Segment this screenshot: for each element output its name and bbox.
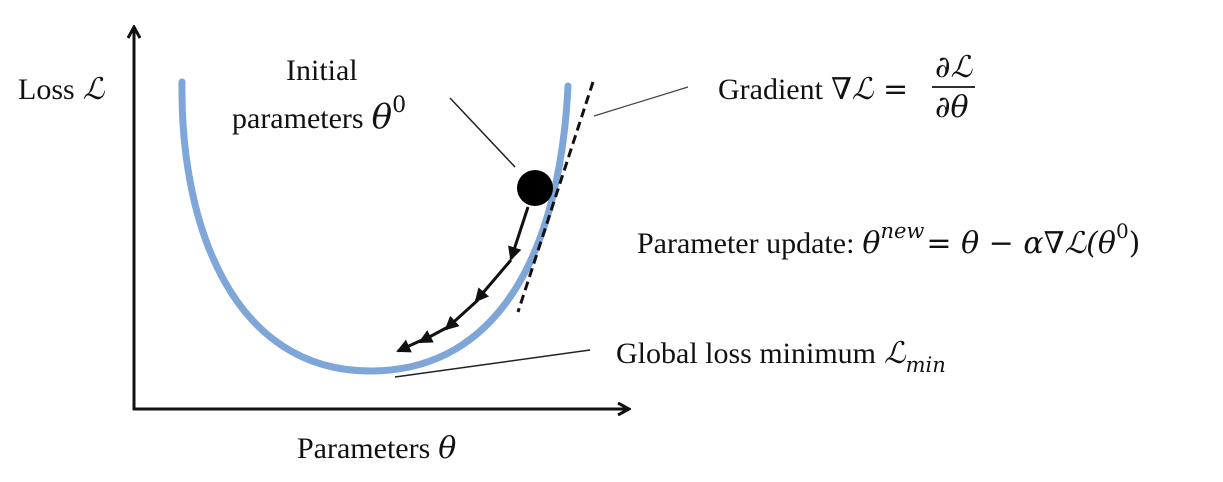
initial-parameters-line1: Initial <box>286 54 358 87</box>
initial-parameters-line2: parameters θ0 <box>232 93 406 137</box>
global-minimum-label: Global loss minimum ℒmin <box>616 336 946 377</box>
minimum-leader-line <box>394 349 591 378</box>
x-axis-label: Parameters θ <box>297 431 456 466</box>
descent-step-arrow <box>418 325 449 344</box>
descent-step-arrow <box>474 259 513 303</box>
gradient-tangent-line <box>516 81 595 313</box>
gradient-leader-line <box>593 86 689 117</box>
loss-curve <box>178 78 572 375</box>
initial-leader-line <box>449 97 516 168</box>
descent-step-arrow <box>396 338 423 353</box>
initial-parameter-point <box>517 170 553 206</box>
descent-step-arrow <box>508 206 530 261</box>
parameter-update-label: Parameter update: θnew= θ − α∇ℒ(θ0) <box>637 219 1140 261</box>
gradient-denominator: ∂θ <box>935 90 969 125</box>
gradient-label: Gradient ∇ℒ = <box>718 72 908 107</box>
y-axis-label: Loss ℒ <box>18 72 106 107</box>
descent-step-arrow <box>444 298 480 331</box>
gradient-numerator: ∂ℒ <box>935 50 974 85</box>
